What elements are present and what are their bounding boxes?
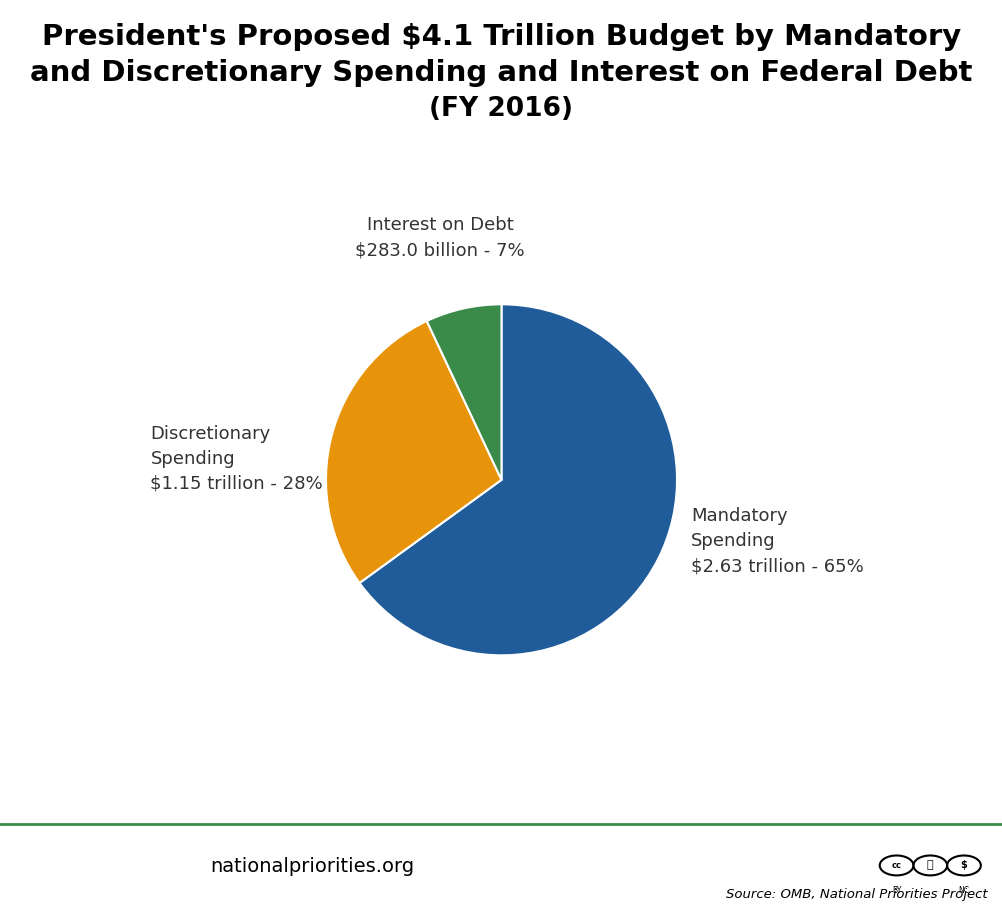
Wedge shape bbox=[326, 321, 501, 583]
Text: (FY 2016): (FY 2016) bbox=[429, 96, 573, 122]
Text: nationalpriorities.org: nationalpriorities.org bbox=[210, 857, 415, 876]
Text: cc: cc bbox=[891, 861, 901, 870]
Text: Mandatory
Spending
$2.63 trillion - 65%: Mandatory Spending $2.63 trillion - 65% bbox=[690, 507, 863, 576]
Text: $: $ bbox=[960, 860, 966, 870]
Wedge shape bbox=[359, 305, 676, 655]
Text: PROJECT: PROJECT bbox=[76, 888, 119, 897]
Text: President's Proposed $4.1 Trillion Budget by Mandatory: President's Proposed $4.1 Trillion Budge… bbox=[42, 23, 960, 51]
Text: Ⓢ: Ⓢ bbox=[926, 860, 933, 870]
Text: Discretionary
Spending
$1.15 trillion - 28%: Discretionary Spending $1.15 trillion - … bbox=[150, 425, 323, 493]
Text: and Discretionary Spending and Interest on Federal Debt: and Discretionary Spending and Interest … bbox=[30, 59, 972, 88]
Text: Source: OMB, National Priorities Project: Source: OMB, National Priorities Project bbox=[725, 888, 987, 901]
Wedge shape bbox=[426, 305, 501, 479]
Text: Interest on Debt
$283.0 billion - 7%: Interest on Debt $283.0 billion - 7% bbox=[355, 216, 524, 259]
Text: NATIONAL: NATIONAL bbox=[72, 841, 123, 850]
Text: NC: NC bbox=[958, 886, 969, 895]
Text: PRIORITIES: PRIORITIES bbox=[43, 860, 152, 877]
Text: BY: BY bbox=[891, 886, 901, 895]
